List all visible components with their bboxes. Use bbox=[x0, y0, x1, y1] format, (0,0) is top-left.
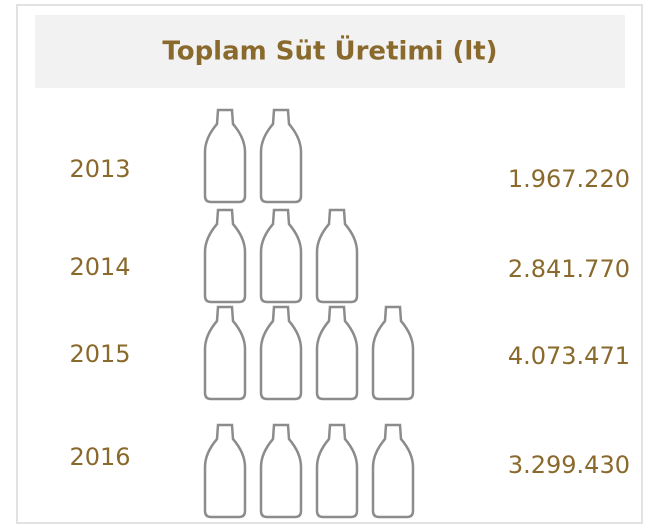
icon-row bbox=[203, 423, 415, 519]
bottle-icon bbox=[259, 305, 303, 401]
value-label: 1.967.220 bbox=[508, 165, 630, 193]
bottle-icon bbox=[259, 423, 303, 519]
bottle-icon bbox=[203, 108, 247, 204]
bottle-icon bbox=[259, 108, 303, 204]
icon-row bbox=[203, 108, 303, 204]
icon-row bbox=[203, 208, 359, 304]
year-label: 2014 bbox=[69, 253, 130, 281]
chart-title: Toplam Süt Üretimi (lt) bbox=[162, 34, 497, 67]
bottle-icon bbox=[203, 305, 247, 401]
bottle-icon bbox=[315, 208, 359, 304]
bottle-icon bbox=[259, 208, 303, 304]
bottle-icon bbox=[371, 305, 415, 401]
icon-row bbox=[203, 305, 415, 401]
header-band bbox=[35, 15, 625, 88]
value-label: 4.073.471 bbox=[508, 342, 630, 370]
bottle-icon bbox=[315, 423, 359, 519]
value-label: 2.841.770 bbox=[508, 255, 630, 283]
value-label: 3.299.430 bbox=[508, 451, 630, 479]
bottle-icon bbox=[203, 208, 247, 304]
year-label: 2016 bbox=[69, 443, 130, 471]
bottle-icon bbox=[371, 423, 415, 519]
bottle-icon bbox=[203, 423, 247, 519]
bottle-icon bbox=[315, 305, 359, 401]
year-label: 2015 bbox=[69, 340, 130, 368]
year-label: 2013 bbox=[69, 155, 130, 183]
